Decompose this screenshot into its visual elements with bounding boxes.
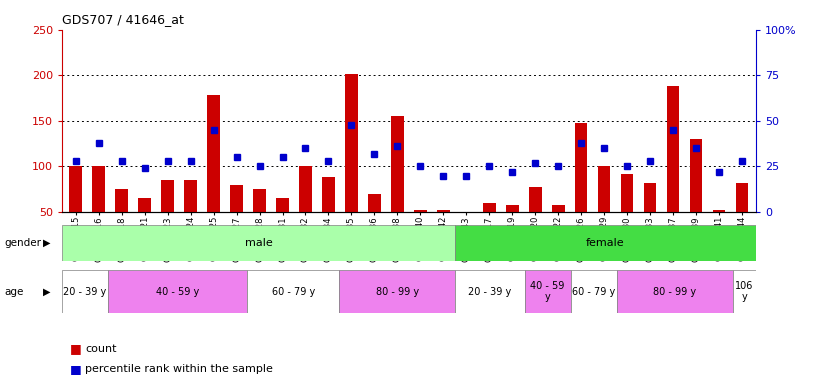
Bar — [483, 203, 496, 212]
Text: female: female — [586, 238, 624, 248]
Bar — [69, 166, 82, 212]
Bar — [230, 184, 243, 212]
Text: count: count — [85, 344, 116, 354]
Text: gender: gender — [4, 238, 41, 248]
Text: ▶: ▶ — [43, 286, 50, 297]
Text: GDS707 / 41646_at: GDS707 / 41646_at — [62, 13, 184, 26]
Text: percentile rank within the sample: percentile rank within the sample — [85, 364, 273, 374]
Bar — [437, 210, 449, 212]
Bar — [62, 225, 455, 261]
Bar — [525, 270, 571, 313]
Bar — [93, 166, 105, 212]
Bar — [116, 189, 128, 212]
Bar — [598, 166, 610, 212]
Text: 60 - 79 y: 60 - 79 y — [572, 286, 615, 297]
Bar — [713, 210, 725, 212]
Bar — [254, 189, 266, 212]
Bar — [455, 225, 756, 261]
Text: ▶: ▶ — [43, 238, 50, 248]
Bar — [506, 205, 519, 212]
Text: 80 - 99 y: 80 - 99 y — [653, 286, 696, 297]
Text: 60 - 79 y: 60 - 79 y — [272, 286, 315, 297]
Bar — [322, 177, 335, 212]
Bar — [247, 270, 339, 313]
Bar — [460, 212, 472, 216]
Bar — [345, 74, 358, 212]
Bar — [276, 198, 289, 212]
Text: 40 - 59
y: 40 - 59 y — [530, 281, 565, 302]
Bar — [667, 86, 680, 212]
Bar — [736, 183, 748, 212]
Bar — [207, 96, 220, 212]
Bar — [368, 194, 381, 212]
Text: age: age — [4, 286, 23, 297]
Bar — [733, 270, 756, 313]
Bar — [161, 180, 174, 212]
Text: 20 - 39 y: 20 - 39 y — [468, 286, 511, 297]
Bar — [690, 139, 702, 212]
Text: ■: ■ — [70, 363, 82, 375]
Text: 106
y: 106 y — [735, 281, 753, 302]
Text: 20 - 39 y: 20 - 39 y — [64, 286, 107, 297]
Bar — [617, 270, 733, 313]
Bar — [299, 166, 311, 212]
Text: 80 - 99 y: 80 - 99 y — [376, 286, 419, 297]
Bar — [455, 270, 525, 313]
Bar — [62, 270, 108, 313]
Bar — [339, 270, 455, 313]
Bar — [414, 210, 427, 212]
Bar — [391, 116, 404, 212]
Text: ■: ■ — [70, 342, 82, 355]
Bar — [621, 174, 634, 212]
Text: male: male — [244, 238, 273, 248]
Bar — [138, 198, 151, 212]
Bar — [571, 270, 617, 313]
Bar — [552, 205, 564, 212]
Bar — [108, 270, 247, 313]
Bar — [643, 183, 657, 212]
Text: 40 - 59 y: 40 - 59 y — [156, 286, 199, 297]
Bar — [575, 123, 587, 212]
Bar — [184, 180, 197, 212]
Bar — [529, 188, 542, 212]
